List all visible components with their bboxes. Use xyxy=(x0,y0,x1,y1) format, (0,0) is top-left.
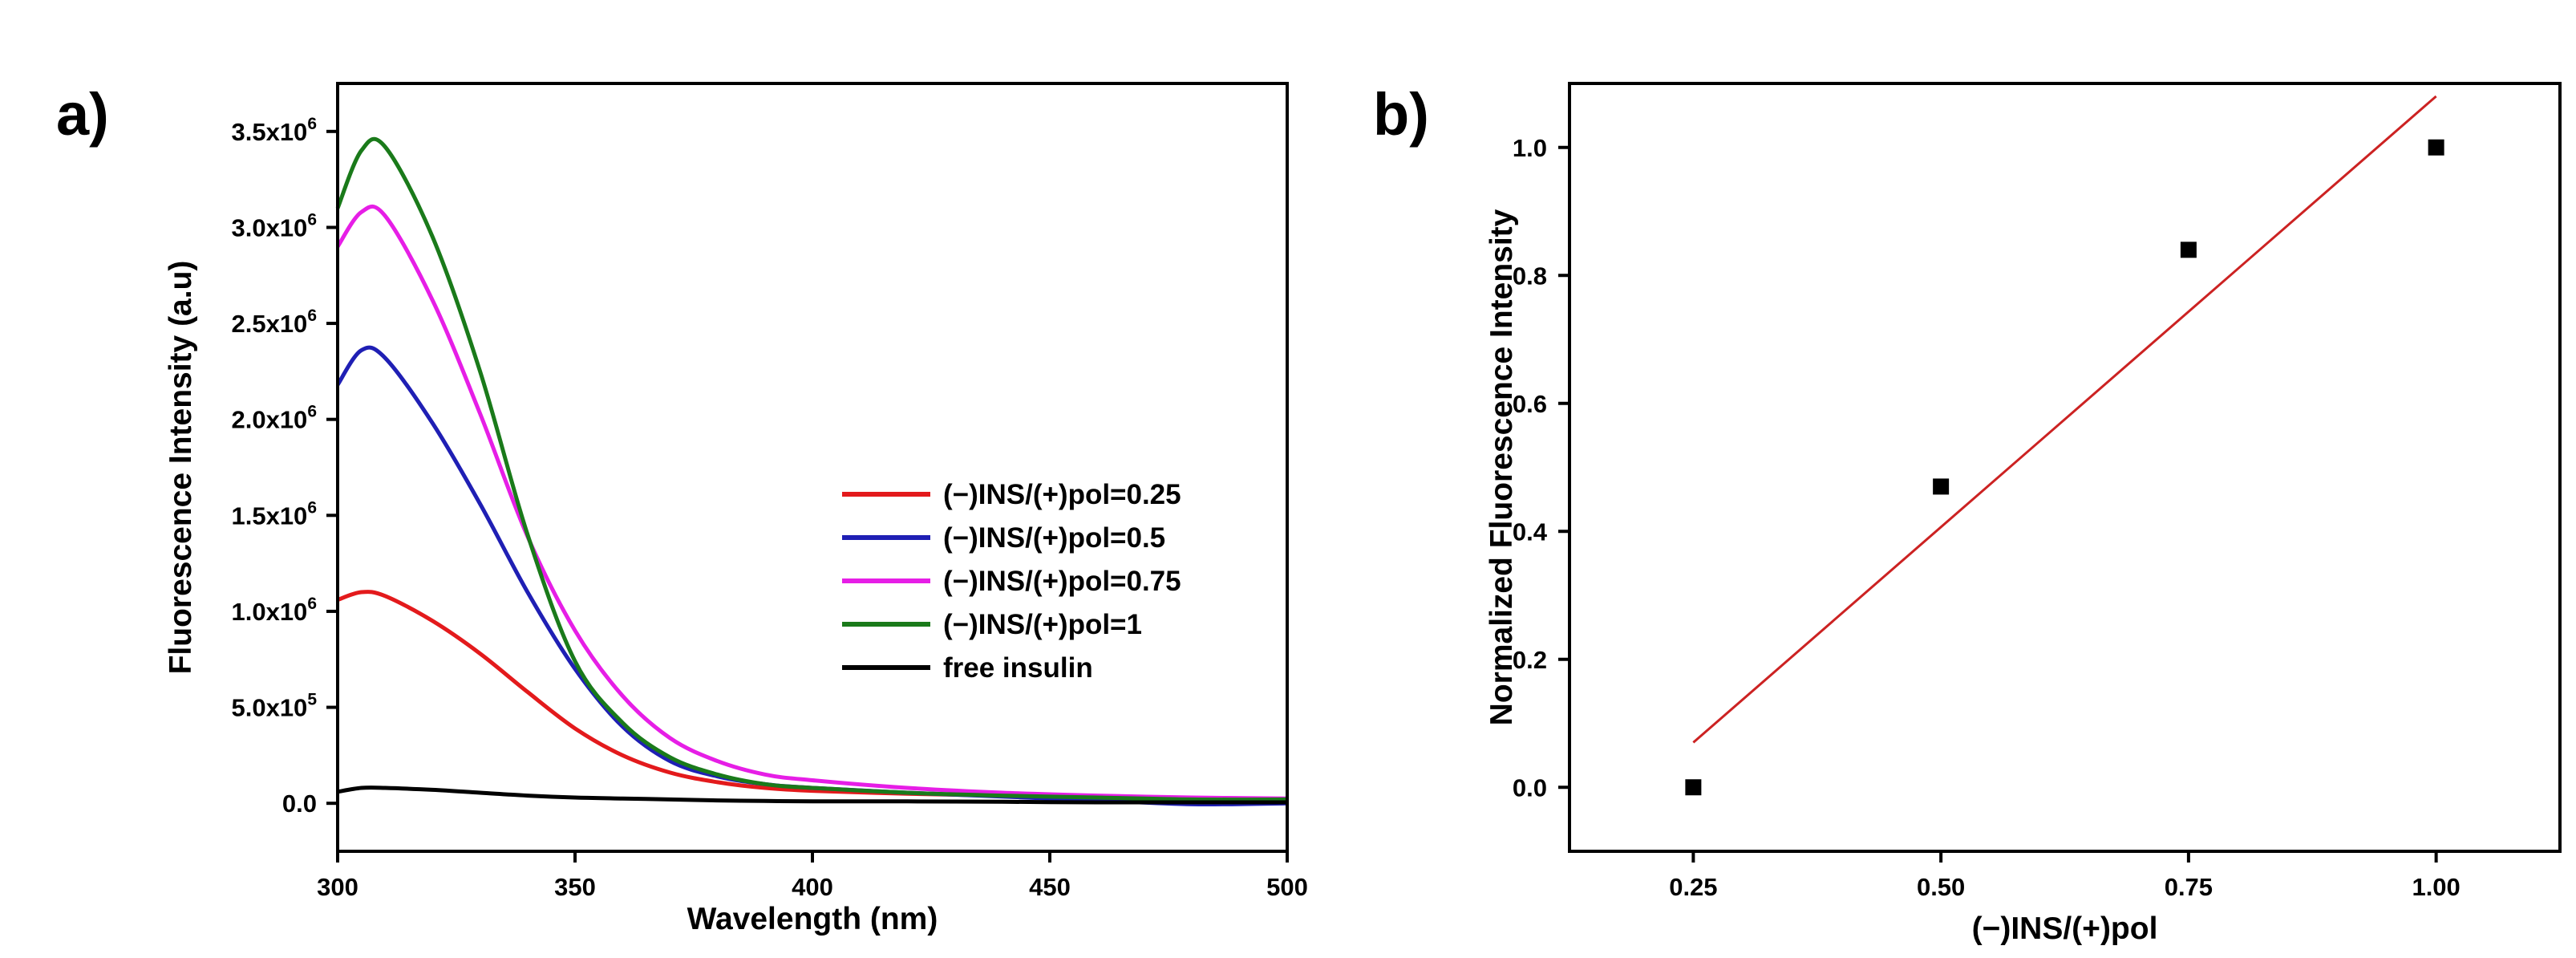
x-tick-label: 300 xyxy=(317,873,358,901)
series-line-3 xyxy=(335,136,1288,802)
y-tick-label: 2.0x106 xyxy=(231,403,317,434)
y-tick-label: 0.8 xyxy=(1513,262,1547,290)
y-tick-exponent: 6 xyxy=(307,210,317,229)
y-tick-label: 5.0x105 xyxy=(231,691,317,722)
y-tick-exponent: 6 xyxy=(307,595,317,613)
plot-frame xyxy=(336,82,1289,853)
x-axis-title: Wavelength (nm) xyxy=(687,902,938,936)
y-tick-mantissa: 3.5x10 xyxy=(231,118,307,146)
x-tick-label: 500 xyxy=(1266,873,1308,901)
y-tick-exponent: 5 xyxy=(307,691,317,709)
plot-frame xyxy=(1568,82,2562,853)
y-tick-mantissa: 3.0x10 xyxy=(231,213,307,242)
panel-label-a: a) xyxy=(56,81,109,148)
data-point xyxy=(1933,478,1950,495)
series-line-0 xyxy=(337,590,1288,802)
y-tick-exponent: 6 xyxy=(307,403,317,421)
y-tick-exponent: 6 xyxy=(307,306,317,325)
y-tick-label: 0.2 xyxy=(1513,646,1547,674)
y-tick-label: 0.6 xyxy=(1513,390,1547,418)
series-line-4 xyxy=(337,785,1287,805)
x-axis-title: (−)INS/(+)pol xyxy=(1972,911,2158,946)
x-tick-label: 0.25 xyxy=(1669,873,1717,901)
data-point xyxy=(1685,779,1702,796)
data-point xyxy=(2180,242,2197,258)
series-group xyxy=(335,136,1288,807)
data-point xyxy=(2428,139,2444,156)
x-tick-label: 0.50 xyxy=(1917,873,1965,901)
y-tick-label: 1.0x106 xyxy=(231,595,317,626)
series-line-2 xyxy=(335,204,1288,801)
legend-label-4: free insulin xyxy=(943,652,1093,684)
y-tick-label: 1.0 xyxy=(1513,134,1547,162)
legend: (−)INS/(+)pol=0.25 (−)INS/(+)pol=0.5 (−)IN… xyxy=(842,479,1181,684)
x-tick-label: 450 xyxy=(1029,873,1071,901)
chart-b-normalized-intensity: 0.25 0.50 0.75 1.00 0.0 0.2 0.4 0.6 0.8 1.0 (−)INS… xyxy=(1484,82,2562,946)
y-tick-label: 1.5x106 xyxy=(231,498,317,530)
legend-label-0: (−)INS/(+)pol=0.25 xyxy=(943,479,1181,510)
x-tick-label: 400 xyxy=(792,873,833,901)
y-tick-mantissa: 2.5x10 xyxy=(231,310,307,338)
legend-label-1: (−)INS/(+)pol=0.5 xyxy=(943,522,1165,554)
y-tick-label: 0.0 xyxy=(1513,773,1547,802)
y-tick-mantissa: 1.5x10 xyxy=(231,501,307,530)
y-tick-mantissa: 2.0x10 xyxy=(231,406,307,434)
x-tick-label: 350 xyxy=(554,873,596,901)
y-tick-exponent: 6 xyxy=(307,498,317,517)
y-axis-title: Normalized Fluorescence Intensity xyxy=(1484,209,1519,725)
y-tick-mantissa: 0.0 xyxy=(282,790,317,818)
y-tick-label: 0.0 xyxy=(282,790,317,818)
x-tick-label: 1.00 xyxy=(2412,873,2460,901)
y-tick-label: 2.5x106 xyxy=(231,306,317,338)
y-tick-label: 3.5x106 xyxy=(231,115,317,146)
y-tick-exponent: 6 xyxy=(307,115,317,133)
chart-a-fluorescence-spectra: 300 350 400 450 5000.05.0x1051.0x1061.5x1062… xyxy=(164,82,1308,936)
y-tick-label: 3.0x106 xyxy=(231,210,317,242)
panel-label-b: b) xyxy=(1373,81,1429,148)
y-axis-title: Fluorescence Intensity (a.u) xyxy=(164,261,198,675)
y-tick-label: 0.4 xyxy=(1513,518,1548,546)
y-tick-mantissa: 5.0x10 xyxy=(231,694,307,722)
y-tick-mantissa: 1.0x10 xyxy=(231,598,307,626)
legend-label-2: (−)INS/(+)pol=0.75 xyxy=(943,566,1181,597)
linear-fit-line xyxy=(1692,95,2437,744)
legend-label-3: (−)INS/(+)pol=1 xyxy=(943,609,1142,640)
x-tick-label: 0.75 xyxy=(2165,873,2213,901)
